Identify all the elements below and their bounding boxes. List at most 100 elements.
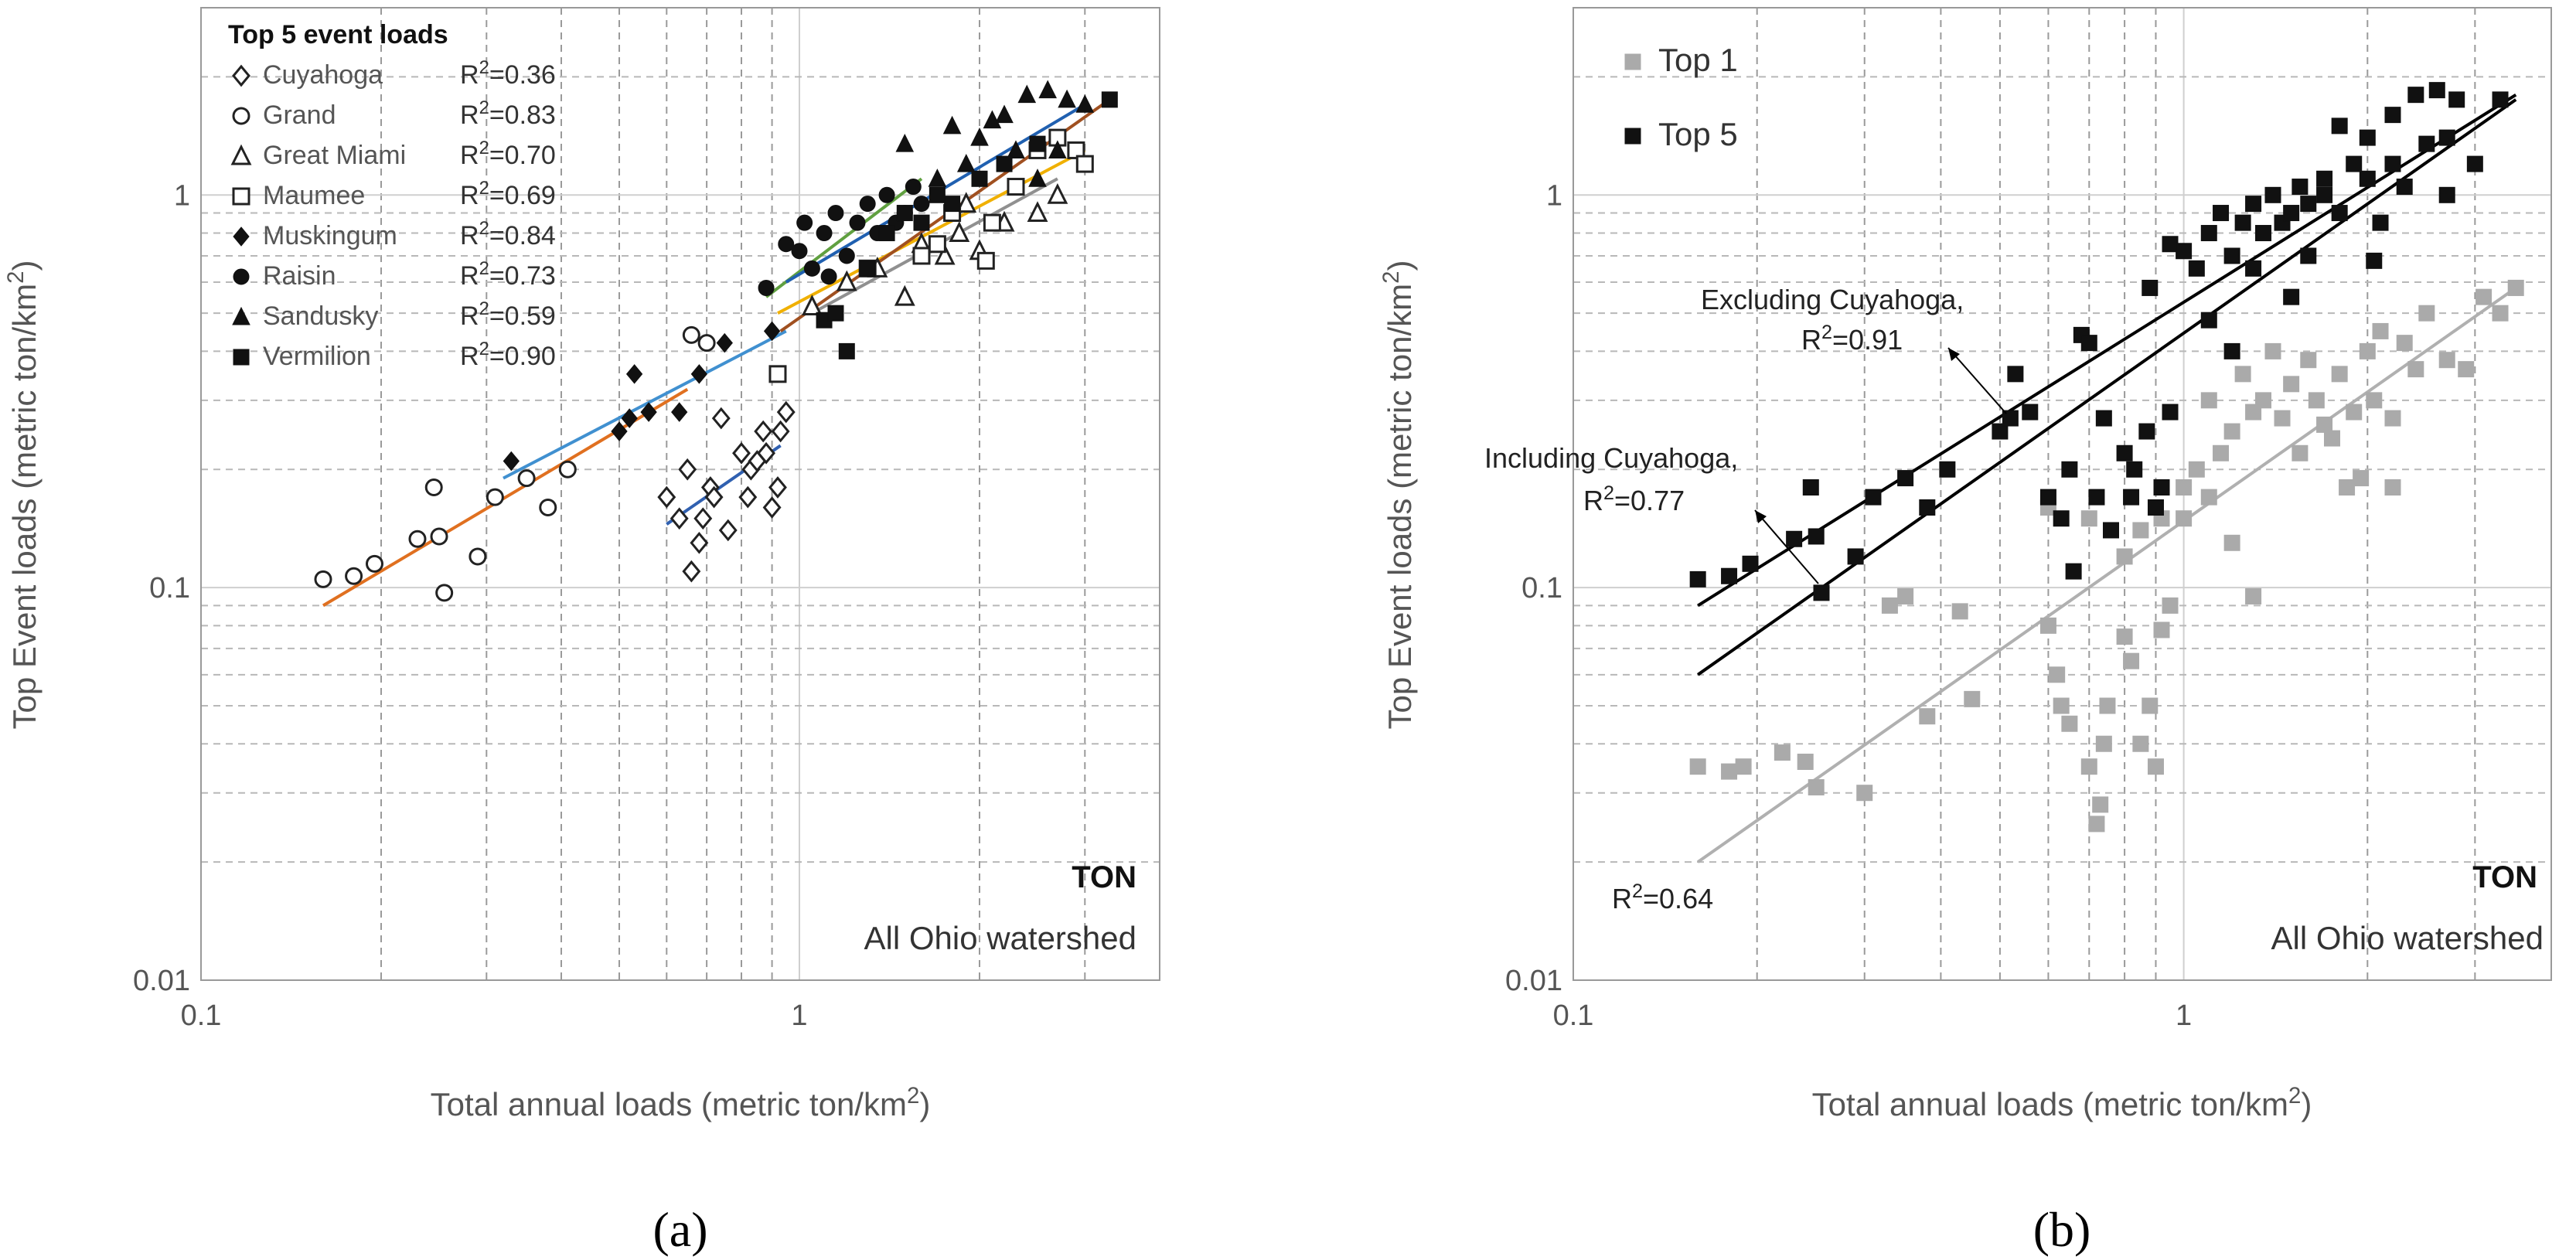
y-tick-label: 1 [1546,179,1562,212]
point-top-1 [1774,744,1791,761]
legend-label: Cuyahoga [263,60,383,90]
point-top-5 [1721,567,1738,584]
legend-marker-maumee [232,187,250,206]
legend-label: Great Miami [263,141,406,170]
x-tick-label: 1 [2176,999,2192,1032]
point-top-1 [2200,489,2217,506]
point-top-1 [2080,758,2097,775]
legend-r2: R2=0.70 [460,138,556,171]
point-maumee [1007,178,1025,196]
point-top-1 [2331,366,2348,383]
point-top-1 [2039,617,2056,634]
point-top-1 [1964,690,1981,707]
point-top-5 [2223,342,2240,359]
panel-a-plot-frame [200,7,1160,981]
point-grand [682,325,700,344]
point-top-1 [2308,392,2325,409]
point-raisin [791,243,808,260]
point-top-1 [1897,587,1914,604]
point-top-5 [2002,410,2019,427]
point-great-miami [894,284,915,306]
point-top-5 [2102,522,2119,539]
point-top-1 [2458,361,2475,378]
point-cuyahoga [678,458,697,481]
point-raisin [796,214,813,231]
point-cuyahoga [682,560,701,583]
point-top-5 [2039,489,2056,506]
point-top-1 [2061,715,2078,732]
point-grand [430,527,448,546]
legend-r2: R2=0.90 [460,339,556,372]
y-tick-label: 0.01 [1505,965,1562,997]
point-top-5 [2088,489,2105,506]
point-top-5 [2061,461,2078,478]
point-cuyahoga [711,407,731,430]
panel-a-corner-title: TON [1072,860,1136,894]
panel-b-corner-title: TON [2472,860,2537,894]
legend-marker-cuyahoga [232,64,250,87]
point-cuyahoga [771,420,790,443]
point-grand [469,547,487,566]
point-top-1 [2438,352,2455,369]
panel-b-plot-frame [1573,7,2552,981]
point-top-5 [2264,186,2281,203]
point-top-1 [2188,461,2205,478]
point-raisin [758,279,775,296]
point-cuyahoga [704,485,724,509]
point-top-5 [2359,170,2376,187]
point-top-5 [1689,570,1706,587]
point-grand [345,567,363,585]
point-raisin [838,247,855,264]
point-top-5 [2245,260,2262,277]
point-maumee [983,213,1001,232]
including-arrow-line [1754,509,1819,584]
fit-line-top-1 [1697,286,2517,863]
x-tick-label: 1 [791,999,807,1032]
panel-a-legend-title: Top 5 event loads [228,20,448,49]
point-top-1 [1856,785,1873,802]
point-top-5 [2200,312,2217,329]
point-raisin [778,236,795,253]
including-arrow-head [1755,510,1767,523]
point-grand [424,478,443,497]
legend-label: Grand [263,100,336,130]
panel-b-points [1689,82,2524,833]
point-top-5 [2065,563,2082,580]
point-top-5 [1786,530,1803,547]
point-top-1 [1919,708,1936,725]
point-great-miami [1027,201,1048,223]
legend-marker-muskingum [233,226,250,247]
point-top-1 [2053,697,2070,714]
point-top-1 [2359,342,2376,359]
point-vermilion [827,305,844,322]
point-grand [517,469,536,488]
point-raisin [849,214,866,231]
point-top-5 [2448,91,2465,108]
point-grand [558,460,577,478]
point-top-1 [2088,816,2105,833]
legend-label: Vermilion [263,342,371,371]
point-top-5 [2407,87,2424,104]
point-sandusky [895,133,915,152]
point-cuyahoga [776,400,796,424]
point-top-1 [1735,758,1752,775]
point-top-5 [2331,205,2348,222]
point-cuyahoga [718,519,738,542]
point-muskingum [690,364,708,384]
point-grand [486,488,504,506]
point-top-5 [2438,186,2455,203]
point-top-5 [1897,470,1914,487]
point-top-1 [2264,342,2281,359]
point-top-1 [2346,404,2363,421]
point-cuyahoga [748,450,767,472]
point-top-1 [2475,288,2493,305]
point-raisin [803,260,820,277]
point-top-1 [1881,597,1898,614]
point-great-miami [956,192,977,213]
point-top-1 [2384,410,2401,427]
point-vermilion [971,170,988,187]
point-top-1 [2116,548,2133,565]
point-top-1 [2492,305,2509,322]
point-top-5 [2245,196,2262,213]
